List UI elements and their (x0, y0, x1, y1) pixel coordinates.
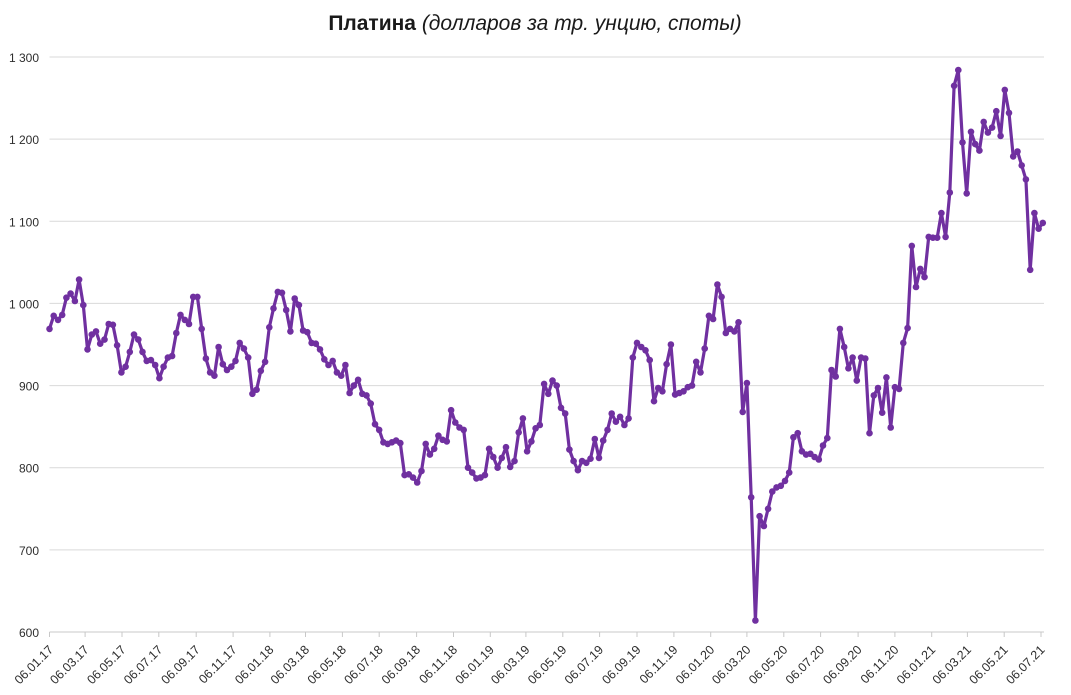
svg-text:600: 600 (19, 626, 39, 640)
svg-text:1 200: 1 200 (9, 133, 39, 147)
svg-text:700: 700 (19, 544, 39, 558)
svg-text:1 100: 1 100 (9, 215, 39, 229)
svg-text:1 300: 1 300 (9, 51, 39, 65)
svg-text:900: 900 (19, 380, 39, 394)
svg-text:800: 800 (19, 462, 39, 476)
svg-text:Платина (долларов за тр. унцию: Платина (долларов за тр. унцию, споты) (328, 12, 741, 35)
svg-text:1 000: 1 000 (9, 297, 39, 311)
